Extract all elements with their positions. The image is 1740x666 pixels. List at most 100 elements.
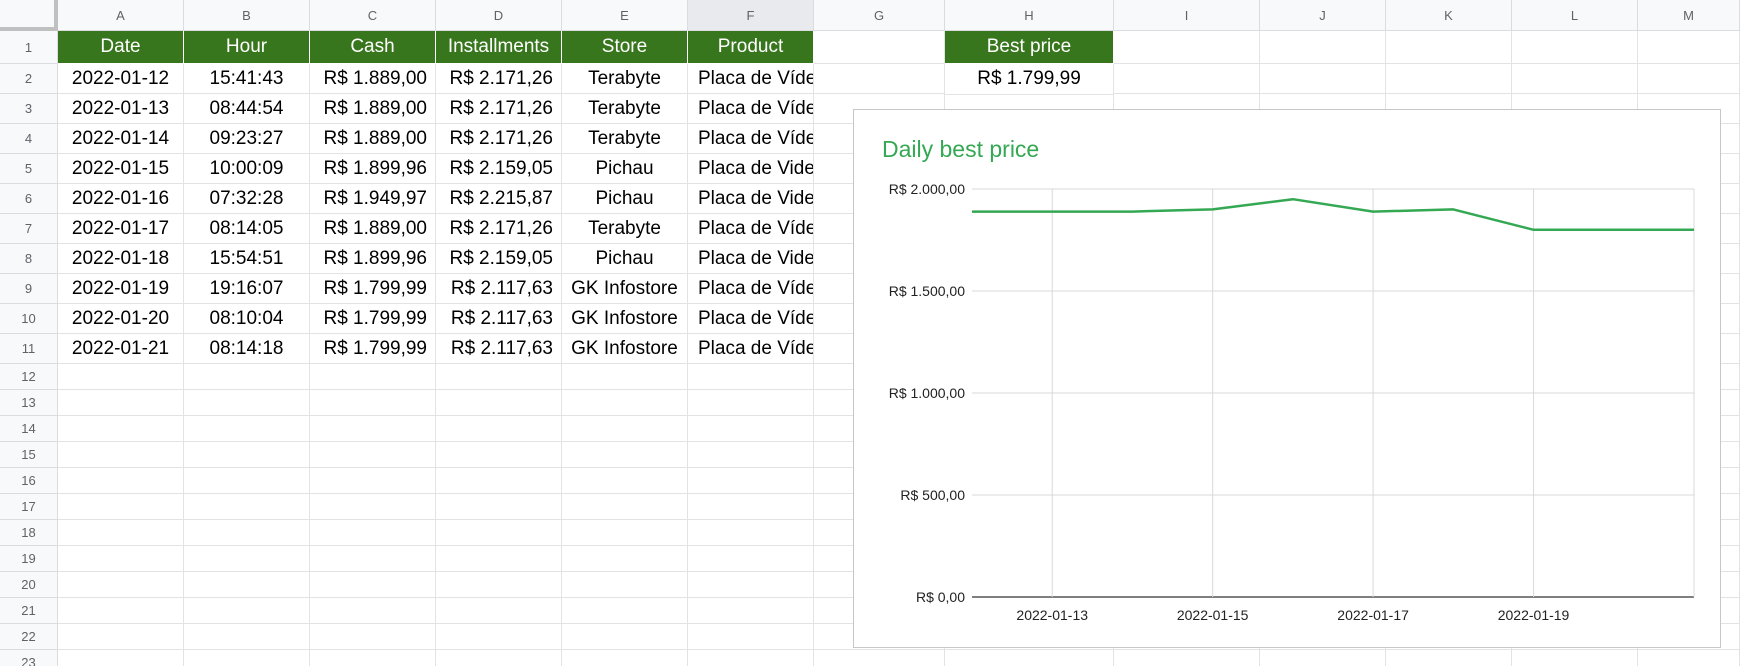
row-header-16[interactable]: 16 [0,468,58,494]
row-header-10[interactable]: 10 [0,304,58,334]
row-header-12[interactable]: 12 [0,364,58,390]
cash-cell[interactable]: R$ 1.899,96 [310,154,436,184]
cell[interactable] [436,494,562,520]
installments-cell[interactable]: R$ 2.159,05 [436,154,562,184]
header-cell-hour[interactable]: Hour [184,31,310,64]
row-header-3[interactable]: 3 [0,94,58,124]
date-cell[interactable]: 2022-01-16 [58,184,184,214]
header-cell-product[interactable]: Product [688,31,814,64]
cell[interactable] [945,650,1114,666]
cash-cell[interactable]: R$ 1.799,99 [310,274,436,304]
row-header-14[interactable]: 14 [0,416,58,442]
store-cell[interactable]: Terabyte [562,124,688,154]
hour-cell[interactable]: 08:10:04 [184,304,310,334]
cell[interactable] [1260,650,1386,666]
column-header-f[interactable]: F [688,0,814,31]
cash-cell[interactable]: R$ 1.949,97 [310,184,436,214]
row-header-2[interactable]: 2 [0,64,58,94]
row-header-19[interactable]: 19 [0,546,58,572]
row-header-15[interactable]: 15 [0,442,58,468]
row-header-22[interactable]: 22 [0,624,58,650]
cell[interactable] [688,416,814,442]
select-all-corner[interactable] [0,0,58,31]
cell[interactable] [184,520,310,546]
cell[interactable] [58,468,184,494]
cell[interactable] [1260,64,1386,94]
cell[interactable] [1638,31,1740,64]
cell[interactable] [310,390,436,416]
product-cell[interactable]: Placa de Víde [688,334,814,364]
cell[interactable] [184,572,310,598]
hour-cell[interactable]: 10:00:09 [184,154,310,184]
cell[interactable] [1386,31,1512,64]
cash-cell[interactable]: R$ 1.889,00 [310,94,436,124]
cell[interactable] [58,572,184,598]
cash-cell[interactable]: R$ 1.899,96 [310,244,436,274]
row-header-23[interactable]: 23 [0,650,58,666]
cell[interactable] [688,572,814,598]
row-header-13[interactable]: 13 [0,390,58,416]
cell[interactable] [1260,31,1386,64]
cell[interactable] [688,624,814,650]
cell[interactable] [310,520,436,546]
cell[interactable] [184,624,310,650]
cell[interactable] [562,598,688,624]
installments-cell[interactable]: R$ 2.117,63 [436,274,562,304]
cell[interactable] [436,390,562,416]
hour-cell[interactable]: 07:32:28 [184,184,310,214]
store-cell[interactable]: Pichau [562,154,688,184]
date-cell[interactable]: 2022-01-13 [58,94,184,124]
best-price-header-cell[interactable]: Best price [945,31,1114,64]
store-cell[interactable]: Terabyte [562,94,688,124]
cell[interactable] [184,442,310,468]
column-header-j[interactable]: J [1260,0,1386,31]
header-cell-cash[interactable]: Cash [310,31,436,64]
cell[interactable] [58,520,184,546]
cell[interactable] [562,494,688,520]
cell[interactable] [58,546,184,572]
cell[interactable] [310,624,436,650]
cell[interactable] [310,416,436,442]
cell[interactable] [814,31,945,64]
cell[interactable] [562,650,688,666]
cell[interactable] [436,364,562,390]
cell[interactable] [436,572,562,598]
cell[interactable] [688,546,814,572]
cell[interactable] [562,416,688,442]
installments-cell[interactable]: R$ 2.215,87 [436,184,562,214]
store-cell[interactable]: GK Infostore [562,334,688,364]
installments-cell[interactable]: R$ 2.117,63 [436,334,562,364]
cell[interactable] [1114,31,1260,64]
column-header-h[interactable]: H [945,0,1114,31]
header-cell-installments[interactable]: Installments [436,31,562,64]
cell[interactable] [58,416,184,442]
product-cell[interactable]: Placa de Vide [688,244,814,274]
cell[interactable] [1512,64,1638,94]
cell[interactable] [1114,64,1260,94]
cell[interactable] [436,520,562,546]
cell[interactable] [562,390,688,416]
cell[interactable] [58,650,184,666]
cell[interactable] [814,64,945,94]
installments-cell[interactable]: R$ 2.171,26 [436,94,562,124]
product-cell[interactable]: Placa de Víde [688,304,814,334]
cell[interactable] [310,598,436,624]
cell[interactable] [688,468,814,494]
cell[interactable] [184,468,310,494]
cell[interactable] [58,598,184,624]
date-cell[interactable]: 2022-01-21 [58,334,184,364]
cell[interactable] [184,390,310,416]
date-cell[interactable]: 2022-01-18 [58,244,184,274]
cell[interactable] [688,494,814,520]
cell[interactable] [184,546,310,572]
hour-cell[interactable]: 09:23:27 [184,124,310,154]
cell[interactable] [562,442,688,468]
product-cell[interactable]: Placa de Vide [688,184,814,214]
cell[interactable] [562,546,688,572]
row-header-11[interactable]: 11 [0,334,58,364]
store-cell[interactable]: Terabyte [562,214,688,244]
cell[interactable] [1386,650,1512,666]
row-header-18[interactable]: 18 [0,520,58,546]
header-cell-store[interactable]: Store [562,31,688,64]
